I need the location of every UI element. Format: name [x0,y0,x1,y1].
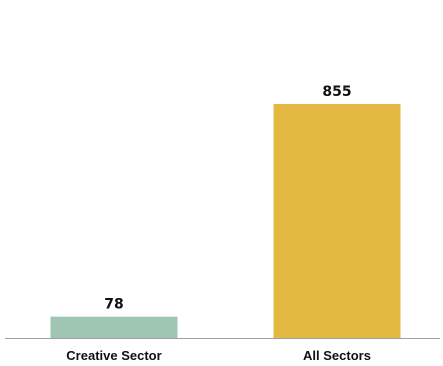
bar-creative-sector [50,316,178,338]
value-labels-group: 78 855 [104,84,351,313]
category-labels-group: Creative Sector All Sectors [66,348,371,363]
data-label-creative-sector: 78 [104,297,123,313]
category-label-all-sectors: All Sectors [303,348,371,363]
bar-all-sectors [273,104,401,338]
bars-group [50,104,401,338]
category-label-creative-sector: Creative Sector [66,348,161,363]
data-label-all-sectors: 855 [322,84,351,100]
